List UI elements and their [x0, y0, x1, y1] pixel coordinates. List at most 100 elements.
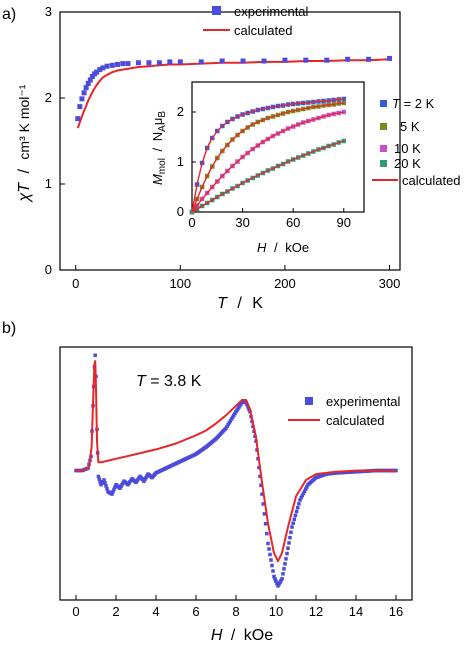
experimental-point	[285, 551, 289, 556]
chart-a-ylabel-sep: /	[16, 169, 33, 174]
experimental-point	[324, 57, 330, 63]
experimental-point	[261, 502, 265, 506]
legend-experimental-marker	[212, 6, 221, 15]
x-tick-label: 12	[309, 604, 323, 619]
experimental-point	[300, 493, 305, 498]
experimental-point	[135, 60, 141, 66]
experimental-point	[85, 80, 91, 86]
chart-b-calculated-series	[76, 360, 396, 563]
experimental-point	[226, 422, 230, 427]
experimental-point	[279, 578, 283, 583]
experimental-point	[272, 574, 276, 579]
experimental-point	[96, 474, 101, 479]
experimental-point	[277, 582, 281, 586]
chart-a-xlabel-unit: K	[252, 295, 263, 312]
panel-a-label: a)	[2, 6, 16, 23]
inset-xlabel-var: H	[257, 240, 267, 255]
experimental-point	[89, 74, 95, 79]
experimental-point	[282, 57, 288, 63]
x-tick-label: 6	[192, 604, 199, 619]
experimental-point	[282, 567, 286, 571]
chart-b-frame	[59, 346, 413, 601]
experimental-point	[119, 484, 123, 489]
inset-frame	[191, 81, 365, 213]
experimental-point	[269, 558, 273, 562]
inset-legend-5k-label: 5 K	[400, 119, 420, 134]
chart-b-annotation-var: T	[136, 373, 147, 390]
experimental-point	[115, 61, 121, 67]
inset-ylabel-na: N	[150, 132, 165, 141]
x-tick-label: 100	[169, 276, 191, 291]
experimental-point	[94, 69, 100, 75]
x-tick-label: 16	[389, 604, 403, 619]
experimental-point	[261, 58, 267, 64]
inset-calculated-line	[191, 140, 344, 213]
experimental-point	[79, 96, 85, 102]
experimental-point	[294, 509, 299, 514]
y-tick-label: 2	[177, 104, 184, 119]
chart-b-xlabel-sep: /	[231, 627, 236, 644]
experimental-point	[167, 59, 173, 65]
experimental-point	[276, 584, 280, 588]
chart-a-ylabel-unit: cm³ K mol⁻¹	[16, 84, 32, 159]
experimental-point	[103, 481, 107, 485]
x-tick-label: 14	[349, 604, 363, 619]
chart-b-xlabel-unit: kOe	[244, 627, 273, 644]
y-tick-label: 3	[45, 4, 52, 19]
chart-a-xlabel: T / K	[217, 295, 263, 312]
experimental-point	[145, 474, 149, 478]
experimental-point	[387, 55, 393, 61]
experimental-point	[93, 353, 97, 357]
y-tick-label: 1	[177, 154, 184, 169]
experimental-point	[111, 489, 115, 494]
experimental-point	[77, 104, 83, 110]
experimental-point	[156, 60, 162, 66]
experimental-point	[110, 492, 114, 496]
x-tick-label: 2	[112, 604, 119, 619]
experimental-point	[298, 498, 302, 502]
experimental-point	[259, 483, 263, 488]
experimental-point	[274, 579, 278, 583]
inset-ylabel-sub: mol	[157, 158, 168, 174]
experimental-point	[271, 569, 275, 573]
experimental-point	[105, 487, 109, 491]
experimental-point	[266, 541, 270, 546]
chart-b-legend-experimental-marker	[305, 397, 313, 405]
inset-legend-10k-marker	[380, 145, 387, 152]
experimental-point	[229, 417, 234, 421]
x-tick-label: 0	[72, 276, 79, 291]
legend-experimental-label: experimental	[234, 4, 309, 19]
inset-calculated-line	[191, 111, 344, 213]
experimental-point	[144, 475, 148, 480]
experimental-point	[118, 486, 122, 490]
x-tick-label: 60	[286, 215, 300, 230]
chart-b-xlabel: H / kOe	[211, 627, 273, 644]
experimental-point	[83, 85, 89, 91]
experimental-point	[143, 477, 147, 482]
chart-b-epr: 0 2 4 6 8 10 12 14 16 T = 3.8 K experimental cal…	[59, 346, 413, 644]
experimental-point	[297, 502, 301, 506]
experimental-point	[258, 474, 262, 479]
experimental-point	[81, 90, 87, 96]
experimental-point	[224, 426, 228, 430]
chart-b-legend-experimental-label: experimental	[326, 394, 401, 409]
chart-b-ticks: 0 2 4 6 8 10 12 14 16	[72, 595, 403, 619]
experimental-point	[302, 489, 307, 493]
experimental-point	[287, 541, 291, 545]
experimental-point	[260, 492, 264, 496]
chart-b-annotation: T = 3.8 K	[136, 373, 202, 390]
experimental-point	[120, 482, 124, 487]
experimental-point	[98, 480, 102, 484]
experimental-point	[278, 580, 282, 585]
calculated-line	[76, 58, 390, 129]
experimental-point	[288, 535, 292, 540]
chart-a-inset: 0 30 60 90 0 1 2 Mmol / NAμB H / kOe T = 2 K 5…	[150, 81, 461, 255]
experimental-point	[120, 61, 126, 67]
panel-b-label: b)	[2, 320, 16, 337]
experimental-point	[113, 485, 117, 489]
y-tick-label: 0	[177, 204, 184, 219]
experimental-point	[102, 478, 106, 482]
experimental-point	[233, 411, 237, 416]
experimental-point	[290, 525, 294, 529]
